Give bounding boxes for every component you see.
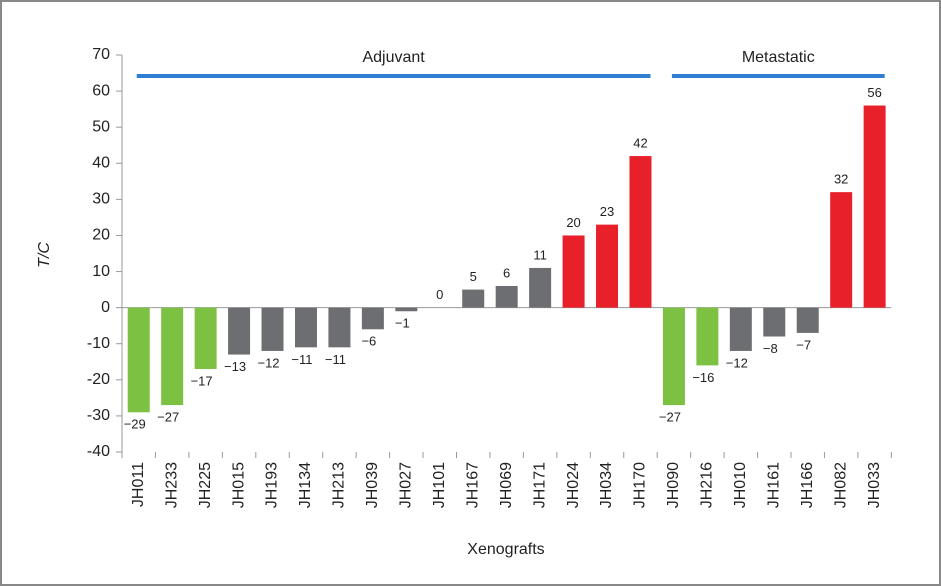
x-tick-label: JH034 <box>598 462 615 508</box>
value-label: −17 <box>191 373 213 388</box>
x-tick-label: JH015 <box>230 462 247 508</box>
y-tick-label: 0 <box>101 299 110 316</box>
value-label: −11 <box>325 352 346 367</box>
bar <box>863 105 886 308</box>
bar <box>729 307 752 351</box>
x-tick-label: JH011 <box>130 462 147 507</box>
value-label: −29 <box>124 417 146 432</box>
value-label: 23 <box>600 204 614 219</box>
value-label: −27 <box>157 410 179 425</box>
y-tick-label: 40 <box>92 154 110 171</box>
x-tick-label: JH216 <box>699 462 716 508</box>
y-tick-label: -30 <box>87 407 110 424</box>
x-axis-label: Xenografts <box>467 541 544 558</box>
value-label: −27 <box>659 410 681 425</box>
bar <box>261 307 284 351</box>
x-tick-label: JH213 <box>331 462 348 508</box>
value-label: 20 <box>566 215 580 230</box>
bar <box>763 307 786 337</box>
y-tick-label: -40 <box>87 443 110 460</box>
x-tick-label: JH024 <box>565 462 582 508</box>
value-label: −6 <box>361 334 376 349</box>
x-tick-label: JH170 <box>632 462 649 508</box>
x-tick-label: JH233 <box>163 462 180 508</box>
bar <box>662 307 685 406</box>
bar <box>796 307 819 333</box>
x-tick-label: JH193 <box>264 462 281 508</box>
value-label: 42 <box>633 135 647 150</box>
y-tick-label: 10 <box>92 263 110 280</box>
x-tick-label: JH134 <box>297 462 314 508</box>
bar <box>161 307 184 406</box>
x-tick-label: JH161 <box>765 462 782 508</box>
y-tick-label: 70 <box>92 46 110 63</box>
x-tick-label: JH166 <box>799 462 816 508</box>
value-label: 11 <box>533 247 547 262</box>
value-label: −12 <box>726 355 748 370</box>
bar <box>228 307 251 355</box>
bar <box>629 156 652 308</box>
bar <box>529 267 552 308</box>
y-tick-label: 60 <box>92 82 110 99</box>
bar <box>495 285 518 308</box>
group-label: Metastatic <box>742 49 815 66</box>
value-label: −7 <box>796 337 811 352</box>
value-label: −11 <box>291 352 312 367</box>
y-tick-label: 30 <box>92 191 110 208</box>
x-tick-label: JH039 <box>364 462 381 508</box>
bar <box>361 307 384 330</box>
value-label: −13 <box>224 359 246 374</box>
group-label: Adjuvant <box>362 49 425 66</box>
x-tick-label: JH090 <box>665 462 682 508</box>
bar <box>294 307 317 348</box>
value-label: −12 <box>257 355 279 370</box>
x-tick-label: JH069 <box>498 462 515 508</box>
value-label: 32 <box>834 172 848 187</box>
x-tick-label: JH171 <box>531 462 548 508</box>
y-tick-label: 20 <box>92 227 110 244</box>
bar <box>830 192 853 308</box>
value-label: 0 <box>436 287 443 302</box>
value-label: 56 <box>867 85 881 100</box>
x-tick-label: JH167 <box>464 462 481 508</box>
y-tick-label: 50 <box>92 118 110 135</box>
bar <box>194 307 217 369</box>
x-tick-label: JH010 <box>732 462 749 508</box>
bar <box>127 307 150 413</box>
y-tick-label: -10 <box>87 335 110 352</box>
y-tick-label: -20 <box>87 371 110 388</box>
bar <box>462 289 485 308</box>
x-tick-label: JH101 <box>431 462 448 508</box>
value-label: −16 <box>692 370 714 385</box>
bar <box>328 307 351 348</box>
bar <box>562 235 585 308</box>
value-label: 5 <box>470 269 477 284</box>
value-label: 6 <box>503 265 510 280</box>
x-tick-label: JH027 <box>398 462 415 508</box>
bar <box>696 307 719 366</box>
value-label: −1 <box>395 316 410 331</box>
x-tick-label: JH082 <box>832 462 849 508</box>
bar <box>596 224 619 308</box>
x-tick-label: JH033 <box>866 462 883 508</box>
bar <box>395 307 418 312</box>
value-label: −8 <box>763 341 778 356</box>
y-axis-label: T/C <box>36 242 53 268</box>
x-tick-label: JH225 <box>197 462 214 508</box>
